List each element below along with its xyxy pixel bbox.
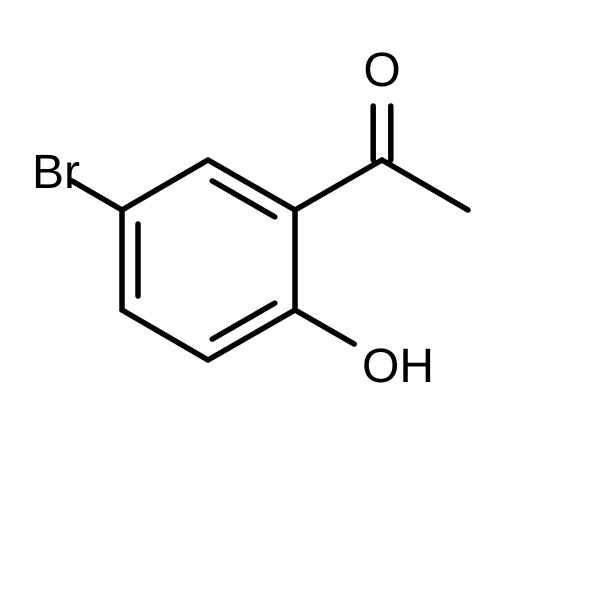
bond-C2-O2: [295, 310, 354, 344]
bond-C3-C4: [122, 310, 208, 360]
molecule-diagram: O OH Br: [0, 0, 600, 600]
bond-C1-C7: [295, 160, 382, 210]
bond-C5-C6: [122, 160, 208, 210]
bond-C2-C3-inner: [212, 303, 275, 339]
atom-label-O2: OH: [362, 340, 434, 393]
atom-label-Br: Br: [32, 146, 80, 199]
bond-C6-C1-inner: [212, 181, 275, 217]
atom-label-O1: O: [363, 44, 400, 97]
bond-C7-C8: [382, 160, 468, 210]
